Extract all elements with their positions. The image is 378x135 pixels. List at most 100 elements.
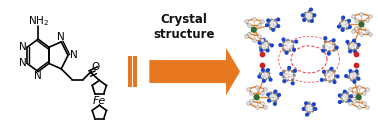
Point <box>351 71 357 73</box>
Text: Fe: Fe <box>93 96 106 106</box>
Point <box>284 77 290 79</box>
Point <box>251 39 257 41</box>
Point <box>285 39 291 41</box>
Point <box>284 45 290 47</box>
Point <box>349 49 355 51</box>
Point <box>261 80 267 82</box>
Point <box>270 29 276 31</box>
Point <box>309 17 315 19</box>
Point <box>353 43 359 45</box>
Point <box>309 13 315 15</box>
Point <box>266 76 273 78</box>
Point <box>254 106 260 108</box>
Point <box>281 49 287 51</box>
Point <box>364 29 370 32</box>
Point <box>285 41 291 44</box>
Point <box>351 40 357 42</box>
Point <box>266 24 272 26</box>
Point <box>263 42 269 45</box>
Point <box>319 79 325 81</box>
Point <box>260 39 266 41</box>
Point <box>338 96 344 99</box>
Point <box>353 64 359 66</box>
Point <box>343 75 349 77</box>
Point <box>270 26 276 28</box>
Point <box>322 37 328 39</box>
Point <box>305 16 311 18</box>
Point <box>291 49 297 51</box>
Point <box>245 102 251 104</box>
Text: NH$_2$: NH$_2$ <box>28 14 49 28</box>
Point <box>352 49 358 51</box>
Point <box>352 50 358 53</box>
Point <box>259 39 265 41</box>
Point <box>251 29 257 31</box>
Point <box>347 72 353 75</box>
Point <box>292 70 298 72</box>
Point <box>305 105 311 107</box>
Point <box>262 88 268 90</box>
Text: N: N <box>19 42 26 52</box>
Point <box>269 19 275 21</box>
Point <box>281 40 287 43</box>
Point <box>263 78 269 80</box>
Bar <box>128 56 132 87</box>
Point <box>349 73 355 75</box>
Point <box>367 33 373 35</box>
Point <box>301 108 307 110</box>
Point <box>268 95 274 97</box>
Text: N: N <box>57 32 65 42</box>
Point <box>326 50 332 53</box>
Point <box>261 48 267 50</box>
Point <box>352 81 358 83</box>
Point <box>328 40 334 43</box>
Point <box>256 76 262 78</box>
Point <box>354 77 360 79</box>
Point <box>259 92 265 94</box>
Point <box>349 79 355 81</box>
Point <box>309 20 315 22</box>
Point <box>339 23 345 25</box>
Point <box>311 14 318 16</box>
Point <box>275 25 281 27</box>
Point <box>358 33 364 35</box>
Point <box>343 21 349 24</box>
Point <box>281 70 287 72</box>
Point <box>303 105 309 107</box>
Point <box>278 73 284 75</box>
Point <box>353 27 359 29</box>
Point <box>321 71 327 73</box>
Point <box>259 77 265 79</box>
Point <box>268 92 274 94</box>
Point <box>361 92 367 94</box>
Point <box>282 74 288 76</box>
Point <box>334 47 340 49</box>
Point <box>272 26 278 28</box>
Point <box>260 69 266 71</box>
Point <box>245 88 251 90</box>
Point <box>352 75 358 77</box>
Point <box>347 50 353 52</box>
Point <box>260 70 266 73</box>
Point <box>332 81 338 83</box>
Point <box>273 19 279 21</box>
Point <box>343 20 349 22</box>
Point <box>265 49 271 52</box>
Point <box>246 24 252 26</box>
Point <box>246 33 252 35</box>
Text: N: N <box>19 58 26 68</box>
Point <box>327 72 333 74</box>
Point <box>251 18 257 20</box>
Point <box>328 75 335 77</box>
Point <box>320 50 326 52</box>
Point <box>266 96 273 98</box>
Point <box>290 40 296 43</box>
Point <box>269 99 275 101</box>
Point <box>264 73 270 76</box>
Point <box>323 45 329 47</box>
Point <box>306 10 312 13</box>
Polygon shape <box>149 48 240 95</box>
Point <box>273 100 279 102</box>
Point <box>344 24 350 26</box>
Point <box>344 92 350 94</box>
